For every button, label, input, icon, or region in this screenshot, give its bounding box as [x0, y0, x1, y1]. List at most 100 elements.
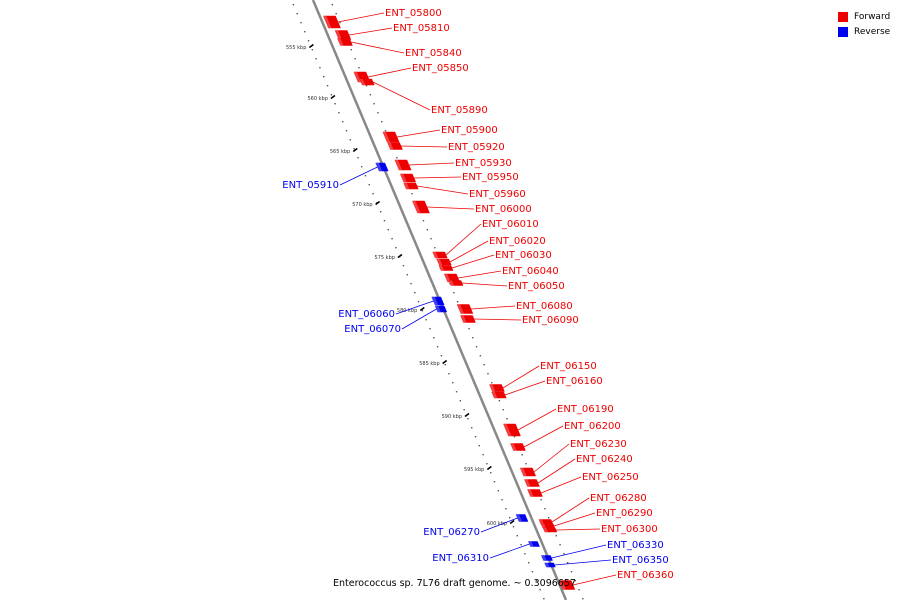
track-dot	[357, 157, 359, 159]
track-dot	[467, 418, 469, 420]
gene-label[interactable]: ENT_05810	[393, 23, 450, 34]
track-dot	[396, 157, 398, 159]
gene-label[interactable]: ENT_06250	[582, 472, 639, 483]
gene-label[interactable]: ENT_06160	[546, 376, 603, 387]
gene-label[interactable]: ENT_05950	[462, 172, 519, 183]
track-dot	[330, 94, 333, 96]
gene-label[interactable]: ENT_06010	[482, 219, 539, 230]
gene-glyph	[489, 384, 505, 392]
gene-label[interactable]: ENT_06360	[617, 570, 674, 581]
scale-tick-mark	[330, 94, 336, 100]
gene-label[interactable]: ENT_06030	[495, 250, 552, 261]
gene-glyph	[519, 467, 537, 477]
label-leader-line	[533, 443, 570, 473]
label-leader-line	[395, 300, 434, 315]
gene-glyph-highlight	[353, 72, 362, 82]
gene-label[interactable]: ENT_06290	[596, 508, 653, 519]
legend: Forward Reverse	[838, 9, 890, 39]
label-leader-line	[413, 176, 462, 179]
gene-label[interactable]: ENT_05850	[412, 63, 469, 74]
track-dot	[296, 13, 298, 15]
track-dot	[358, 67, 360, 69]
gene-glyph-highlight	[438, 265, 445, 271]
gene-glyph	[375, 162, 389, 172]
gene-glyph-highlight	[394, 160, 403, 170]
gene-label[interactable]: ENT_06270	[423, 527, 480, 538]
label-leader-line	[339, 166, 378, 186]
track-dot	[334, 103, 336, 105]
gene-label[interactable]: ENT_05840	[405, 48, 462, 59]
gene-label[interactable]: ENT_06200	[564, 421, 621, 432]
gene-label[interactable]: ENT_05930	[455, 158, 512, 169]
track-dot	[505, 508, 507, 510]
track-dot	[574, 580, 576, 582]
track-dot	[331, 4, 334, 6]
gene-glyph-highlight	[387, 142, 394, 150]
scale-tick-label: 560 kbp	[308, 96, 328, 102]
label-leader-line	[551, 497, 590, 523]
gene-glyph-highlight	[524, 479, 531, 487]
track-dot	[525, 463, 527, 465]
track-dot	[365, 85, 368, 87]
gene-label[interactable]: ENT_06050	[508, 281, 565, 292]
track-dot	[440, 355, 443, 357]
gene-glyph	[359, 78, 375, 86]
track-dot	[430, 238, 432, 240]
track-dot	[326, 85, 329, 87]
gene-label[interactable]: ENT_06090	[522, 315, 579, 326]
scale-tick-label: 590 kbp	[442, 414, 462, 420]
track-dot	[453, 292, 455, 294]
gene-label[interactable]: ENT_06330	[607, 540, 664, 551]
track-dot	[377, 112, 379, 114]
gene-label[interactable]: ENT_05890	[431, 105, 488, 116]
gene-label[interactable]: ENT_05910	[282, 180, 339, 191]
gene-label[interactable]: ENT_06040	[502, 266, 559, 277]
gene-label[interactable]: ENT_06080	[516, 301, 573, 312]
gene-label[interactable]: ENT_06300	[601, 524, 658, 535]
gene-label[interactable]: ENT_06240	[576, 454, 633, 465]
gene-label[interactable]: ENT_06020	[489, 236, 546, 247]
label-leader-lines	[337, 12, 617, 586]
track-dot	[373, 103, 375, 105]
gene-label[interactable]: ENT_05800	[385, 8, 442, 19]
track-dot	[429, 328, 431, 330]
track-dot	[513, 436, 516, 438]
gene-label[interactable]: ENT_06060	[338, 309, 395, 320]
track-dot	[521, 454, 523, 456]
scale-ticks: 555 kbp 560 kbp 565 kbp 570 kbp 575 kbp 580 k…	[286, 43, 515, 527]
gene-label[interactable]: ENT_06150	[540, 361, 597, 372]
label-leader-line	[572, 574, 617, 586]
track-dot	[368, 184, 370, 186]
scale-tick-label: 570 kbp	[352, 202, 372, 208]
gene-glyph-highlight	[527, 489, 534, 497]
gene-label[interactable]: ENT_06070	[344, 324, 401, 335]
scale-tick-mark	[352, 147, 358, 153]
track-dot	[478, 445, 481, 447]
gene-glyph-highlight	[436, 259, 443, 265]
label-leader-line	[473, 318, 522, 321]
gene-labels: ENT_05800 ENT_05810 ENT_05840 ENT_05850 ENT_…	[282, 8, 673, 581]
gene-label[interactable]: ENT_06350	[612, 555, 669, 566]
track-dot	[350, 49, 353, 51]
label-leader-line	[350, 41, 405, 54]
label-leader-line	[537, 458, 576, 484]
label-leader-line	[400, 145, 448, 148]
gene-label[interactable]: ENT_05960	[469, 189, 526, 200]
gene-label[interactable]: ENT_06310	[432, 553, 489, 564]
gene-label[interactable]: ENT_06190	[557, 404, 614, 415]
track-dot	[498, 400, 501, 402]
label-leader-line	[401, 308, 437, 330]
track-dot	[417, 301, 420, 303]
gene-label[interactable]: ENT_05920	[448, 142, 505, 153]
gene-label[interactable]: ENT_06000	[475, 204, 532, 215]
gene-label[interactable]: ENT_06230	[570, 439, 627, 450]
gene-label[interactable]: ENT_06280	[590, 493, 647, 504]
label-leader-line	[504, 380, 546, 396]
track-dot	[402, 265, 405, 267]
gene-glyph	[528, 541, 540, 547]
track-dot	[360, 166, 363, 168]
track-dot	[520, 544, 522, 546]
gene-glyph-highlight	[359, 79, 366, 85]
gene-label[interactable]: ENT_05900	[441, 125, 498, 136]
